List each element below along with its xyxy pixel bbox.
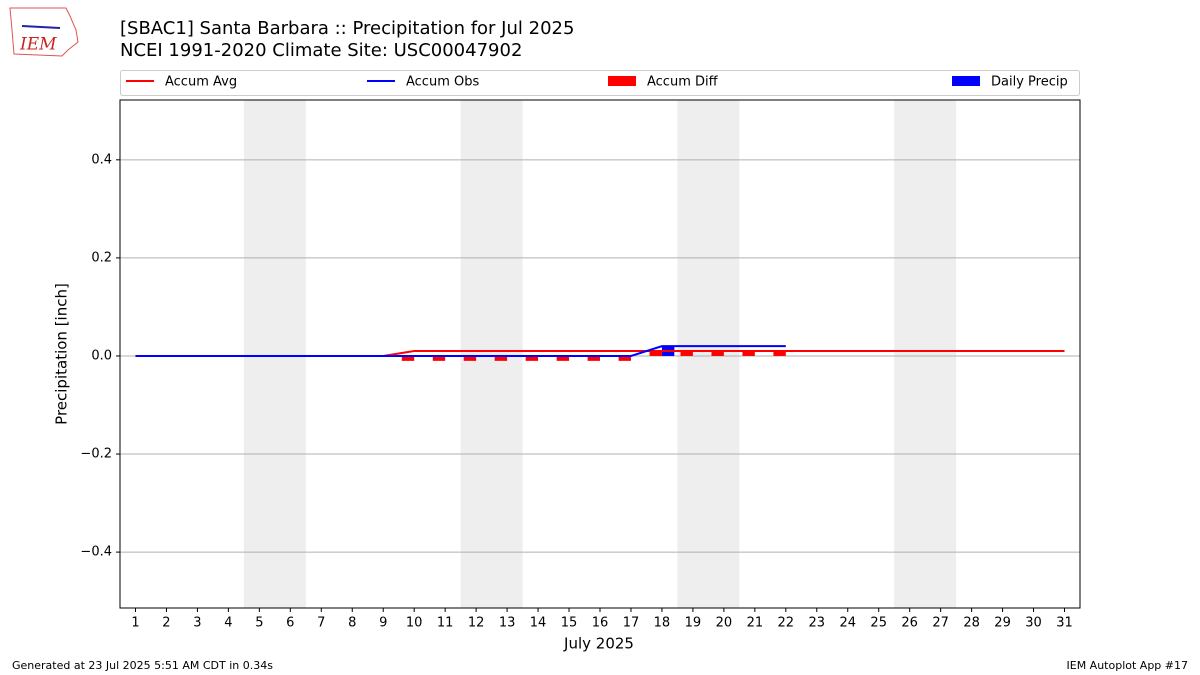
x-tick-label: 23 [809, 616, 826, 631]
bar [401, 355, 415, 361]
x-tick-label: 16 [592, 616, 609, 631]
x-tick-label: 21 [747, 616, 764, 631]
x-tick-label: 10 [406, 616, 423, 631]
bar [618, 355, 631, 361]
y-tick-label: 0.0 [91, 348, 112, 363]
y-tick-label: 0.4 [91, 152, 112, 167]
x-tick-label: 11 [437, 616, 454, 631]
bar [711, 351, 724, 356]
x-tick-label: 3 [193, 616, 201, 631]
logo-outline [9, 7, 79, 57]
x-tick-label: 30 [1025, 616, 1042, 631]
x-tick-label: 24 [839, 616, 856, 631]
legend-swatch [952, 76, 980, 86]
bar [680, 351, 693, 356]
x-tick-label: 14 [530, 616, 547, 631]
chart-title: [SBAC1] Santa Barbara :: Precipitation f… [120, 18, 574, 39]
x-tick-label: 13 [499, 616, 516, 631]
chart-subtitle: NCEI 1991-2020 Climate Site: USC00047902 [120, 40, 522, 61]
x-tick-label: 15 [561, 616, 578, 631]
x-tick-label: 8 [348, 616, 356, 631]
legend-box [120, 70, 1080, 96]
bar [432, 355, 446, 361]
footer-left: Generated at 23 Jul 2025 5:51 AM CDT in … [12, 659, 273, 672]
plot-frame [119, 99, 1081, 609]
x-tick-label: 7 [317, 616, 325, 631]
x-axis-label: July 2025 [563, 635, 634, 653]
x-tick-label: 1 [131, 616, 139, 631]
x-tick-label: 26 [901, 616, 918, 631]
legend-label: Accum Avg [165, 75, 237, 90]
footer-right: IEM Autoplot App #17 [1067, 659, 1189, 672]
legend-label: Accum Diff [647, 75, 719, 90]
bar [587, 355, 600, 361]
weekend-shade [243, 100, 306, 608]
weekend-shade [894, 100, 957, 608]
legend-label: Daily Precip [991, 75, 1068, 90]
x-tick-label: 22 [778, 616, 795, 631]
series-line [135, 345, 786, 357]
x-tick-label: 6 [286, 616, 294, 631]
x-tick-label: 18 [654, 616, 671, 631]
x-tick-label: 2 [162, 616, 170, 631]
legend-swatch [608, 76, 636, 86]
logo-text: IEM [19, 35, 57, 55]
x-tick-label: 28 [963, 616, 980, 631]
y-tick-label: 0.2 [91, 250, 112, 265]
logo: IEM [9, 7, 79, 57]
y-tick-label: −0.2 [80, 447, 112, 462]
weekend-shade [460, 100, 523, 608]
bar [556, 355, 570, 361]
bar [494, 355, 508, 361]
y-tick-label: −0.4 [80, 545, 112, 560]
x-tick-label: 12 [468, 616, 485, 631]
x-tick-label: 19 [685, 616, 702, 631]
bar [463, 355, 477, 361]
x-tick-label: 17 [623, 616, 640, 631]
x-tick-label: 31 [1056, 616, 1073, 631]
x-tick-label: 9 [379, 616, 387, 631]
x-tick-label: 4 [224, 616, 232, 631]
logo-icon [21, 25, 61, 29]
y-axis-label: Precipitation [inch] [53, 283, 71, 425]
x-tick-label: 20 [716, 616, 733, 631]
x-tick-label: 5 [255, 616, 263, 631]
x-tick-label: 25 [870, 616, 887, 631]
legend-label: Accum Obs [406, 75, 479, 90]
x-tick-label: 27 [932, 616, 949, 631]
bar [649, 351, 662, 356]
bar [742, 351, 755, 356]
bar [773, 351, 786, 356]
bar [525, 355, 539, 361]
x-tick-label: 29 [994, 616, 1011, 631]
